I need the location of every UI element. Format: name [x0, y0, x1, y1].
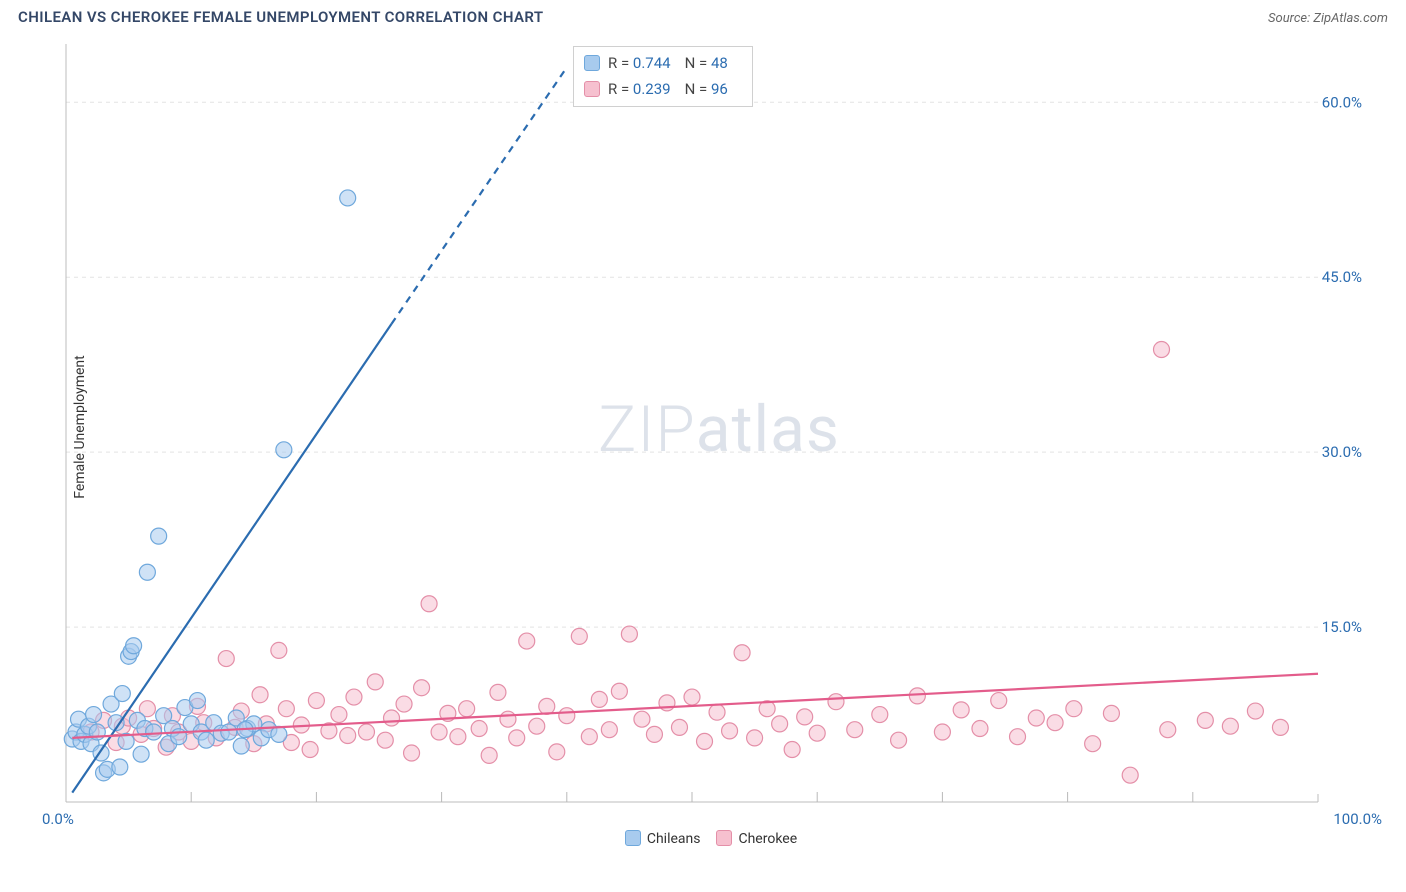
- svg-text:15.0%: 15.0%: [1322, 618, 1362, 636]
- y-axis-label: Female Unemployment: [72, 355, 88, 499]
- svg-text:60.0%: 60.0%: [1322, 93, 1362, 111]
- bottom-legend: Chileans Cherokee: [18, 830, 1388, 847]
- legend-swatch: [625, 830, 641, 846]
- x-min-label: 0.0%: [42, 810, 74, 828]
- legend-label: Chileans: [647, 831, 701, 847]
- stats-row: R = 0.239N = 96: [584, 77, 742, 103]
- legend-swatch: [716, 830, 732, 846]
- legend-label: Cherokee: [738, 831, 797, 847]
- scatter-plot: 15.0% 30.0% 45.0% 60.0%: [18, 32, 1368, 822]
- svg-text:45.0%: 45.0%: [1322, 268, 1362, 286]
- source-label: Source: ZipAtlas.com: [1268, 11, 1388, 26]
- chart-title: CHILEAN VS CHEROKEE FEMALE UNEMPLOYMENT …: [18, 8, 543, 26]
- chart-area: Female Unemployment 15.0% 30.0% 45.0% 60.0%…: [18, 32, 1388, 822]
- stats-legend: R = 0.744N = 48R = 0.239N = 96: [573, 46, 753, 107]
- svg-text:30.0%: 30.0%: [1322, 443, 1362, 461]
- stats-row: R = 0.744N = 48: [584, 51, 742, 77]
- x-max-label: 100.0%: [1333, 810, 1382, 828]
